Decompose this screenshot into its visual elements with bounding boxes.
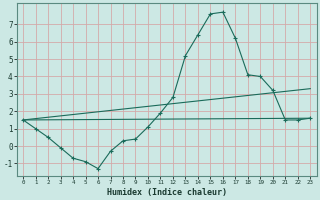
X-axis label: Humidex (Indice chaleur): Humidex (Indice chaleur) [107, 188, 227, 197]
